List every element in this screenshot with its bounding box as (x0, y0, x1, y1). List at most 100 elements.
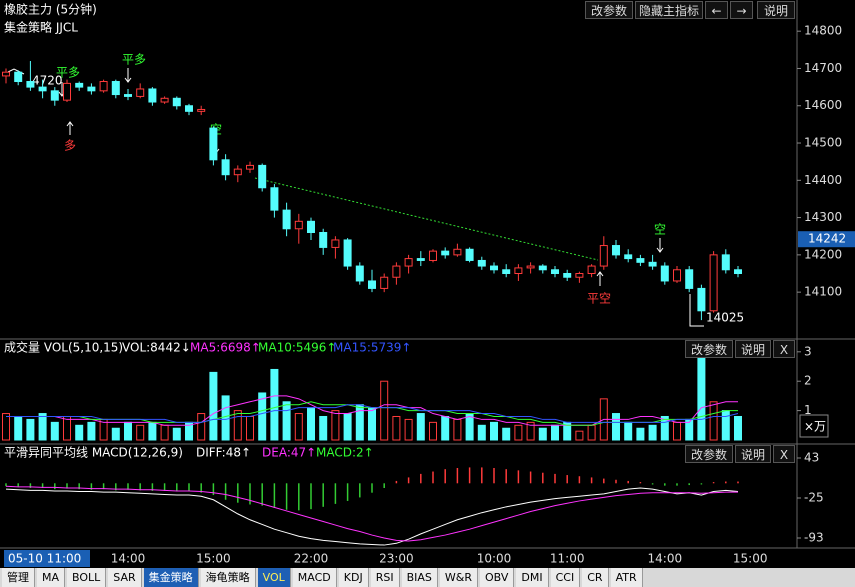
candle-body (355, 265, 364, 282)
panel-title: 平滑异同平均线 MACD(12,26,9) (4, 446, 183, 460)
volume-bar (404, 418, 413, 441)
button[interactable]: 改参数 (585, 1, 633, 19)
tab[interactable]: ATR (610, 568, 643, 587)
x-label-box (4, 550, 90, 567)
volume-bar (197, 413, 206, 441)
button[interactable]: 说明 (735, 340, 771, 358)
candle-body (380, 276, 389, 289)
arrow (596, 271, 604, 277)
button[interactable]: 说明 (735, 445, 771, 463)
button[interactable]: 隐藏主指标 (635, 1, 703, 19)
arrow (656, 247, 664, 253)
volume-bar (307, 407, 315, 441)
x-tick-label: 14:00 (111, 552, 146, 566)
chart-title: 橡胶主力 (5分钟) (4, 2, 97, 17)
candle-body (416, 258, 425, 261)
tab[interactable]: DMI (516, 568, 549, 587)
panel-value: VOL:8442↓ (122, 341, 191, 355)
candle-body (343, 239, 352, 267)
annotation: 平多 (122, 53, 146, 67)
tab[interactable]: 管理 (2, 568, 35, 587)
candle-body (38, 86, 47, 92)
candle-body (734, 269, 742, 275)
candle-body (233, 168, 242, 176)
volume-bar (160, 424, 169, 441)
tab[interactable]: MACD (292, 568, 337, 587)
tab[interactable]: MA (37, 568, 66, 587)
volume-bar (673, 421, 681, 441)
candle-body (453, 248, 462, 256)
tab[interactable]: BOLL (67, 568, 107, 587)
candle-body (648, 261, 657, 267)
x-tick-label: 22:00 (294, 552, 329, 566)
legend-entry: MA5:6698↑ (190, 341, 261, 355)
tab[interactable]: W&R (439, 568, 478, 587)
tab[interactable]: SAR (108, 568, 142, 587)
candle-body (307, 220, 315, 233)
candle-body (575, 273, 584, 278)
candle-body (124, 94, 132, 97)
x-tick-label: 15:00 (196, 552, 231, 566)
volume-bar (538, 427, 547, 441)
last-price-box (798, 231, 855, 248)
candle-body (2, 71, 10, 77)
volume-bar (233, 410, 242, 441)
volume-bar (624, 421, 633, 441)
y-tick-label: -25 (804, 491, 824, 505)
tab[interactable]: RSI (370, 568, 400, 587)
tab[interactable]: BIAS (401, 568, 438, 587)
button[interactable]: ← (705, 1, 728, 19)
x-tick-label: 11:00 (550, 552, 585, 566)
annotation: 空 (654, 223, 666, 237)
tab-bar: 管理 MA BOLL SAR 集金策略 海龟策略 VOL MACD KDJ RSI BIAS W&R O… (0, 568, 855, 587)
volume-bar (282, 401, 291, 441)
candle-body (63, 82, 71, 101)
y-tick-label: 14500 (804, 136, 842, 150)
candle-body (404, 258, 413, 267)
volume-bar (392, 415, 401, 441)
volume-bar (148, 421, 157, 441)
annotation: 多 (64, 139, 76, 153)
volume-bar (526, 421, 535, 441)
volume-bar (416, 413, 425, 441)
candle-body (660, 265, 669, 282)
volume-bar (319, 415, 328, 441)
tab[interactable]: 海龟策略 (200, 568, 256, 587)
candle-body (636, 258, 645, 263)
button[interactable]: 改参数 (685, 340, 733, 358)
button[interactable]: X (773, 340, 795, 358)
button[interactable]: X (773, 445, 795, 463)
tab[interactable]: 集金策略 (143, 568, 199, 587)
candle-body (392, 265, 401, 278)
macd-line (5, 487, 739, 546)
candle-body (514, 267, 523, 275)
legend-entry: DEA:47↑ (262, 446, 316, 460)
y-tick-label: 14300 (804, 210, 842, 224)
candle-body (185, 105, 193, 112)
tab[interactable]: KDJ (338, 568, 369, 587)
candle-body (111, 81, 120, 96)
y-tick-label: 14200 (804, 247, 842, 261)
candle-body (697, 287, 706, 312)
macd-line (5, 485, 738, 542)
button[interactable]: 说明 (757, 1, 795, 19)
candle-body (721, 254, 730, 271)
legend-entry: MACD:2↑ (316, 446, 374, 460)
volume-bar (258, 392, 267, 441)
volume-bar (172, 427, 181, 441)
y-tick-label: 2 (804, 374, 812, 388)
candle-body (526, 265, 535, 269)
tab[interactable]: OBV (480, 568, 515, 587)
candle-body (538, 265, 547, 271)
volume-bar (2, 413, 10, 441)
tab[interactable]: CCI (550, 568, 581, 587)
button[interactable]: → (730, 1, 753, 19)
unit-box (799, 414, 829, 438)
button[interactable]: 改参数 (685, 445, 733, 463)
candle-body (563, 273, 572, 278)
volume-bar (551, 424, 559, 441)
volume-ma-line (6, 395, 738, 426)
tab[interactable]: VOL (257, 568, 291, 587)
tab[interactable]: CR (582, 568, 609, 587)
